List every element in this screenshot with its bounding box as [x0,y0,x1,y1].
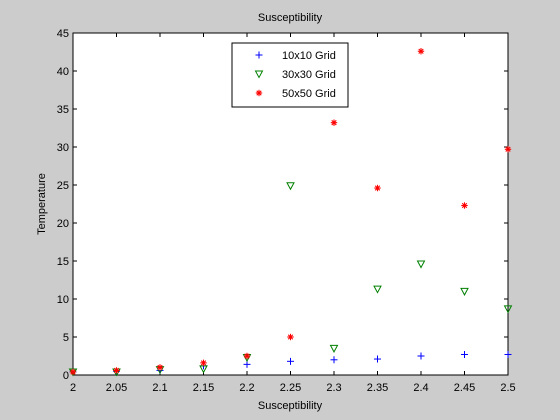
data-point [287,333,294,341]
data-point [504,146,512,153]
y-tick-label: 30 [57,142,69,154]
legend-marker [255,89,263,97]
data-point [417,352,425,360]
x-tick-label: 2.5 [500,382,515,394]
x-axis-label: Susceptibility [258,400,323,412]
data-point [461,202,468,209]
series-3-points [69,48,512,376]
legend-box [231,42,349,108]
data-point [156,364,164,371]
chart-title: Susceptibility [258,12,323,24]
y-tick-label: 5 [63,332,69,344]
data-point [504,350,512,358]
legend-marker [255,51,263,59]
x-tick-label: 2.4 [413,382,428,394]
legend-label: 50x50 Grid [282,88,336,100]
legend-marker [254,70,264,79]
data-point [243,352,251,360]
x-axis-ticks: 2 2.05 2.1 2.15 2.2 2.25 2.3 2.35 2.4 2.45 2.5 [70,33,516,394]
y-tick-label: 15 [57,256,69,268]
x-tick-label: 2 [70,382,76,394]
y-tick-label: 35 [57,104,69,116]
data-point [417,48,425,55]
y-tick-label: 25 [57,180,69,192]
y-tick-label: 40 [57,66,69,78]
data-point [374,355,381,363]
y-axis-ticks: 0 5 10 15 20 25 30 35 40 45 [57,28,508,382]
x-tick-label: 2.15 [193,382,214,394]
y-tick-label: 20 [57,218,69,230]
data-point [460,287,469,296]
data-point [200,359,207,367]
y-axis-label: Temperature [36,173,48,235]
data-point [374,184,381,192]
legend: 10x10 Grid 30x30 Grid 50x50 Grid [231,42,349,108]
data-point [329,344,339,353]
data-point [503,305,513,314]
x-tick-label: 2.25 [280,382,301,394]
y-tick-label: 45 [57,28,69,40]
x-tick-label: 2.05 [106,382,127,394]
data-point [287,357,294,365]
data-point [330,356,338,364]
y-tick-label: 10 [57,294,69,306]
x-tick-label: 2.2 [239,382,254,394]
data-point [113,367,120,374]
data-point [286,182,295,191]
data-point [69,368,77,376]
legend-label: 10x10 Grid [282,50,336,62]
x-tick-label: 2.35 [367,382,388,394]
legend-entries: 10x10 Grid 30x30 Grid 50x50 Grid [254,50,336,100]
data-point [416,260,426,269]
data-point [373,285,382,294]
x-tick-label: 2.45 [454,382,475,394]
x-tick-label: 2.3 [326,382,341,394]
legend-label: 30x30 Grid [282,69,336,81]
x-tick-label: 2.1 [152,382,167,394]
y-tick-label: 0 [63,370,69,382]
data-point [461,350,468,358]
data-point [330,119,338,126]
data-markers [68,48,513,377]
